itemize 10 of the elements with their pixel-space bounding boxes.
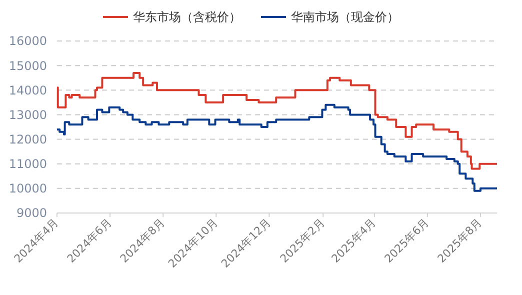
legend-label: 华东市场（含税价） [133,10,241,24]
y-tick-label: 16000 [8,34,47,48]
y-tick-label: 13000 [8,108,47,122]
legend-label: 华南市场（现金价） [291,10,399,24]
y-tick-label: 10000 [8,182,47,196]
y-tick-label: 14000 [8,83,47,98]
y-tick-label: 12000 [8,132,47,146]
y-tick-label: 9000 [16,206,47,220]
y-tick-label: 15000 [8,58,47,73]
y-tick-label: 11000 [8,157,47,172]
